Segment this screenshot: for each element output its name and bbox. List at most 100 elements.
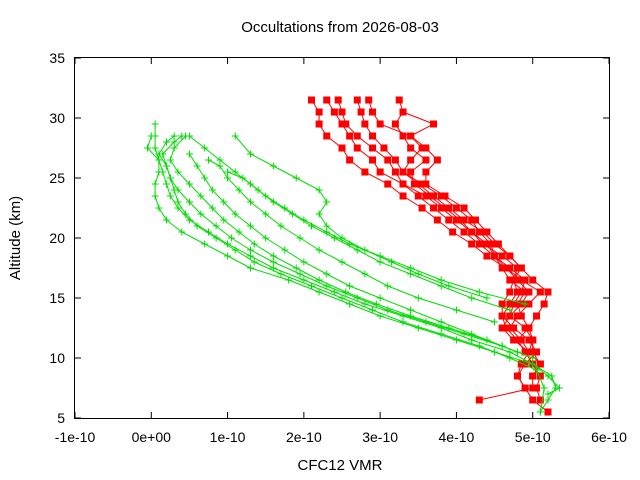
- data-point: [529, 336, 537, 344]
- data-point: [281, 246, 289, 254]
- data-point: [506, 288, 514, 296]
- data-point: [369, 144, 377, 152]
- data-point: [212, 222, 220, 230]
- data-point: [491, 252, 499, 260]
- data-point: [498, 342, 506, 350]
- green-plus-series: [143, 120, 563, 416]
- data-point: [533, 366, 541, 374]
- data-point: [376, 294, 384, 302]
- data-point: [197, 192, 205, 200]
- data-point: [468, 294, 476, 302]
- data-point: [224, 252, 232, 260]
- data-point: [346, 240, 354, 248]
- data-point: [422, 144, 430, 152]
- data-point: [441, 204, 449, 212]
- data-point: [521, 288, 529, 296]
- data-point: [277, 270, 285, 278]
- data-point: [353, 246, 361, 254]
- data-point: [384, 282, 392, 290]
- data-point: [513, 300, 521, 308]
- data-point: [437, 204, 445, 212]
- data-point: [246, 198, 254, 206]
- data-point: [216, 156, 224, 164]
- data-point: [506, 324, 514, 332]
- data-point: [250, 258, 258, 266]
- data-point: [544, 408, 552, 416]
- data-point: [369, 132, 377, 140]
- data-point: [475, 228, 483, 236]
- data-point: [388, 258, 396, 266]
- data-point: [433, 216, 441, 224]
- data-point: [407, 132, 415, 140]
- data-point: [418, 144, 426, 152]
- data-point: [155, 156, 163, 164]
- data-point: [498, 252, 506, 260]
- data-point: [418, 180, 426, 188]
- data-point: [205, 156, 212, 164]
- data-point: [262, 234, 270, 242]
- data-point: [346, 300, 354, 308]
- data-point: [235, 186, 243, 194]
- data-point: [468, 330, 476, 338]
- data-point: [437, 330, 445, 338]
- data-point: [174, 198, 182, 206]
- data-point: [407, 156, 415, 164]
- data-point: [315, 186, 323, 194]
- data-point: [159, 150, 167, 158]
- data-point: [422, 168, 430, 176]
- data-point: [399, 108, 407, 116]
- data-point: [533, 312, 541, 320]
- data-point: [262, 210, 270, 218]
- x-tick-label: 4e-10: [439, 429, 475, 445]
- data-point: [475, 342, 483, 350]
- data-point: [472, 216, 479, 224]
- x-tick-label: 3e-10: [362, 429, 398, 445]
- y-tick-label: 25: [49, 170, 65, 186]
- data-point: [224, 174, 232, 182]
- data-point: [231, 210, 239, 218]
- data-point: [208, 204, 216, 212]
- data-point: [166, 192, 174, 200]
- data-point: [445, 216, 453, 224]
- data-point: [517, 264, 525, 272]
- data-point: [155, 204, 163, 212]
- data-point: [430, 120, 438, 128]
- data-point: [517, 288, 525, 296]
- data-point: [296, 234, 304, 242]
- data-point: [491, 240, 499, 248]
- data-point: [494, 240, 502, 248]
- data-point: [224, 168, 232, 176]
- data-point: [529, 372, 537, 380]
- data-point: [323, 228, 331, 236]
- data-point: [506, 252, 514, 260]
- data-point: [163, 216, 171, 224]
- data-point: [246, 264, 254, 272]
- y-axis: 5 10 15 20 25 30 35: [49, 50, 609, 426]
- data-point: [338, 108, 346, 116]
- data-point: [536, 396, 544, 404]
- data-point: [300, 216, 308, 224]
- data-point: [414, 294, 422, 302]
- data-point: [357, 108, 365, 116]
- data-point: [315, 246, 323, 254]
- data-point: [227, 234, 235, 242]
- data-point: [510, 276, 518, 284]
- data-point: [525, 300, 533, 308]
- data-point: [281, 204, 289, 212]
- data-point: [441, 192, 449, 200]
- x-tick-label: -1e-10: [55, 429, 96, 445]
- data-point: [391, 168, 399, 176]
- data-point: [220, 216, 228, 224]
- x-tick-label: 1e-10: [210, 429, 246, 445]
- data-point: [513, 372, 521, 380]
- data-point: [231, 246, 239, 254]
- data-point: [330, 108, 338, 116]
- data-point: [376, 168, 384, 176]
- data-point: [483, 240, 491, 248]
- profile-line: [158, 135, 545, 413]
- data-point: [342, 288, 350, 296]
- data-point: [529, 384, 537, 392]
- data-point: [407, 270, 415, 278]
- data-point: [468, 216, 476, 224]
- data-point: [353, 96, 361, 104]
